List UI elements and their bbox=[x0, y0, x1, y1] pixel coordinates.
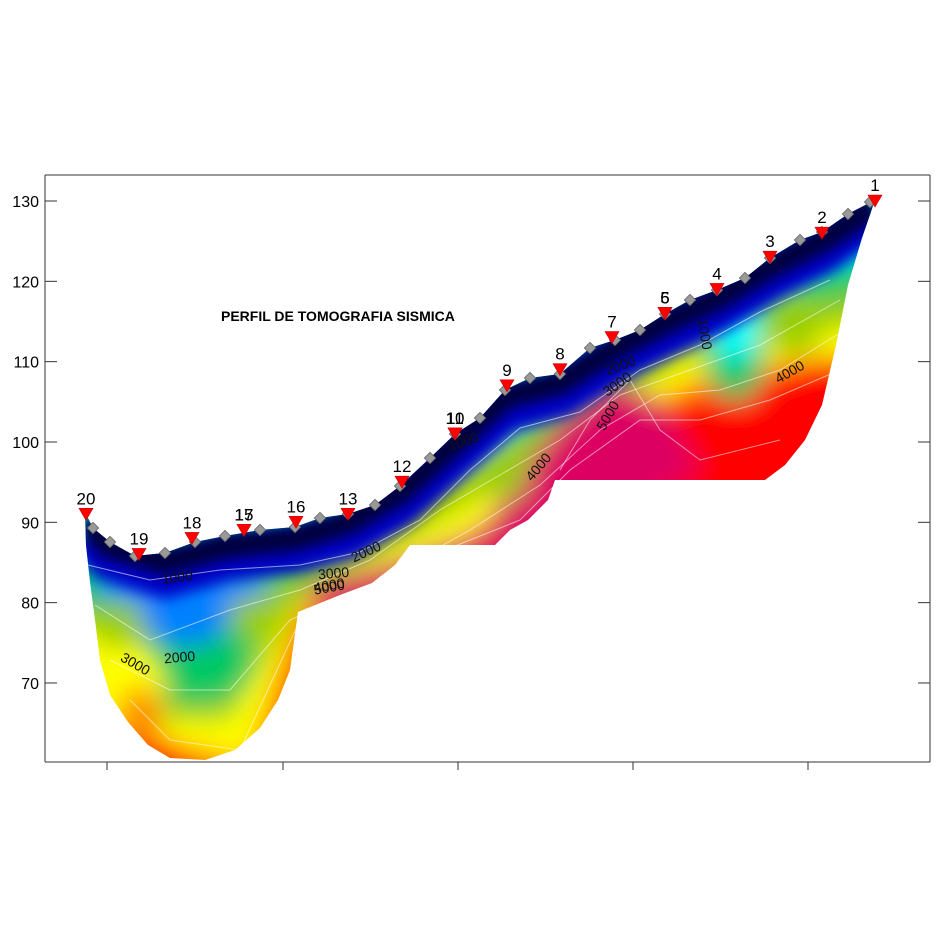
velocity-field bbox=[85, 200, 875, 760]
station-marker bbox=[709, 283, 725, 296]
station-marker bbox=[814, 226, 830, 240]
contour-lines bbox=[87, 279, 846, 751]
station-marker bbox=[131, 548, 147, 562]
station-label: 11 bbox=[446, 409, 464, 428]
y-tick-label: 70 bbox=[21, 676, 39, 693]
station-label: 1 bbox=[870, 176, 879, 195]
station-marker bbox=[867, 194, 883, 208]
station-label: 3 bbox=[765, 232, 774, 251]
contour-label: 2000 bbox=[163, 648, 196, 667]
x-axis bbox=[106, 762, 809, 770]
station-marker bbox=[657, 307, 673, 321]
station-label: 19 bbox=[130, 529, 149, 548]
station-marker bbox=[288, 516, 304, 529]
geophone-marker bbox=[683, 293, 697, 307]
station-marker bbox=[604, 331, 620, 345]
contour-label: 5000 bbox=[312, 576, 346, 597]
station-label: 8 bbox=[555, 345, 564, 364]
geophone-marker bbox=[368, 498, 382, 512]
geophone-marker bbox=[423, 451, 437, 465]
station-label: 10 bbox=[446, 409, 465, 428]
geophone-marker bbox=[86, 521, 100, 535]
geophone-marker bbox=[158, 546, 172, 560]
y-tick-label: 80 bbox=[21, 596, 39, 613]
station-label: 9 bbox=[502, 361, 511, 380]
station-marker bbox=[394, 475, 410, 489]
contour-label: 4000 bbox=[312, 574, 346, 595]
station-label: 15 bbox=[235, 505, 254, 524]
station-label: 6 bbox=[660, 288, 669, 307]
station-label: 20 bbox=[77, 489, 96, 508]
station-marker bbox=[236, 524, 252, 537]
station-label: 17 bbox=[235, 505, 254, 524]
geophone-marker bbox=[583, 341, 597, 355]
geophone-marker bbox=[218, 529, 232, 543]
station-label: 18 bbox=[183, 513, 202, 532]
y-tick-label: 90 bbox=[21, 515, 39, 532]
geophone-marker bbox=[793, 233, 807, 247]
geophone-marker bbox=[313, 511, 327, 525]
geophone-marker bbox=[841, 207, 855, 221]
station-label: 13 bbox=[339, 489, 358, 508]
station-label: 4 bbox=[712, 264, 721, 283]
geophone-marker bbox=[523, 371, 537, 385]
y-tick-label: 110 bbox=[13, 355, 39, 372]
geophone-marker bbox=[633, 323, 647, 337]
station-marker bbox=[499, 379, 515, 393]
station-marker bbox=[762, 250, 778, 264]
station-marker bbox=[340, 507, 356, 521]
station-marker bbox=[447, 427, 463, 441]
station-marker bbox=[552, 363, 568, 377]
contour-label: 1000 bbox=[161, 567, 194, 587]
geophone-marker bbox=[738, 271, 752, 285]
y-axis: 130 120 110 100 90 80 70 bbox=[12, 194, 930, 693]
contour-label: 3000 bbox=[317, 564, 350, 583]
y-tick-label: 100 bbox=[12, 435, 39, 452]
station-marker bbox=[184, 532, 200, 545]
y-tick-label: 130 bbox=[12, 194, 39, 211]
contour-label: 1000 bbox=[694, 317, 715, 351]
station-label: 2 bbox=[817, 208, 826, 227]
y-tick-label: 120 bbox=[12, 274, 39, 291]
plot-frame bbox=[44, 174, 931, 763]
geophone-marker bbox=[103, 535, 117, 549]
chart-title: PERFIL DE TOMOGRAFIA SISMICA bbox=[221, 308, 455, 324]
station-label: 5 bbox=[660, 288, 669, 307]
station-label: 7 bbox=[607, 313, 616, 332]
station-label: 12 bbox=[393, 457, 412, 476]
geophone-marker bbox=[473, 411, 487, 425]
geophone-marker bbox=[253, 523, 267, 537]
station-label: 16 bbox=[287, 497, 306, 516]
station-marker bbox=[78, 507, 94, 521]
